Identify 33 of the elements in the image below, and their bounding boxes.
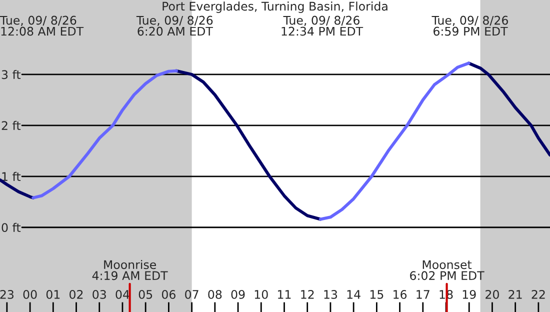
- x-tick-label: 21: [508, 290, 522, 299]
- x-tick-label: 19: [462, 290, 476, 299]
- x-tick-label: 17: [416, 290, 430, 299]
- y-tick-label: 1 ft: [2, 172, 21, 181]
- x-tick-label: 13: [324, 290, 338, 299]
- x-tick-label: 22: [532, 290, 545, 299]
- x-tick-label: 15: [370, 290, 384, 299]
- x-tick-label: 06: [162, 290, 176, 299]
- x-tick-label: 08: [208, 290, 222, 299]
- x-tick-label: 14: [347, 290, 360, 299]
- x-tick-label: 00: [23, 290, 37, 299]
- y-tick-label: 0 ft: [2, 222, 21, 232]
- annotation: Tue, 09/ 8/26 12:08 AM EDT: [0, 16, 84, 36]
- x-tick-label: 05: [138, 290, 152, 299]
- annotation: Tue, 09/ 8/26 12:34 PM EDT: [282, 16, 364, 36]
- y-tick-label: 3 ft: [2, 70, 21, 80]
- x-tick-label: 01: [46, 290, 60, 299]
- chart-title: Port Everglades, Turning Basin, Florida: [162, 2, 388, 13]
- x-tick-label: 10: [254, 290, 268, 299]
- x-tick-label: 16: [394, 290, 407, 299]
- x-tick-label: 07: [185, 290, 198, 299]
- x-tick-label: 20: [486, 290, 499, 299]
- x-tick-label: 09: [231, 290, 245, 299]
- annotation: Tue, 09/ 8/26 6:20 AM EDT: [136, 16, 213, 36]
- x-tick-label: 02: [70, 290, 83, 299]
- x-tick-label: 12: [301, 290, 314, 299]
- annotation: Tue, 09/ 8/26 6:59 PM EDT: [432, 16, 508, 36]
- x-tick-label: 23: [0, 290, 14, 299]
- x-tick-label: 11: [278, 290, 291, 299]
- y-tick-label: 2 ft: [2, 120, 21, 130]
- x-tick-label: 03: [92, 290, 106, 299]
- ref-line-label: Moonset 6:02 PM EDT: [410, 260, 484, 280]
- ref-line-label: Moonrise 4:19 AM EDT: [92, 260, 168, 280]
